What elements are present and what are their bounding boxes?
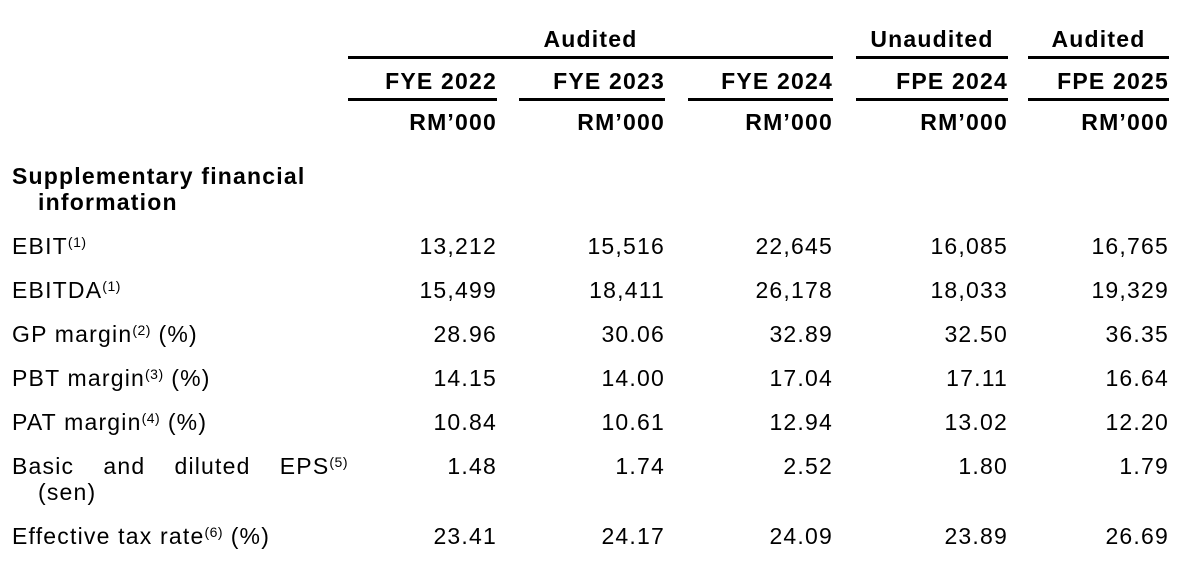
unit-header: RM’000 bbox=[409, 109, 497, 135]
cell-fye-2024: 12.94 bbox=[769, 409, 833, 435]
cell-fpe-2025: 16,765 bbox=[1091, 233, 1169, 259]
period-header-fpe-2024: FPE 2024 bbox=[856, 68, 1008, 101]
cell-fpe-2024: 16,085 bbox=[930, 233, 1008, 259]
row-label-text: GP margin bbox=[12, 321, 133, 347]
footnote-reference: (5) bbox=[329, 454, 348, 470]
row-label-suffix: (%) bbox=[160, 409, 208, 435]
cell-fpe-2024: 23.89 bbox=[944, 523, 1008, 549]
cell-fye-2023: 30.06 bbox=[601, 321, 665, 347]
table-row-ebitda: EBITDA(1) 15,499 18,411 26,178 18,033 19… bbox=[12, 277, 1198, 303]
cell-fye-2024: 32.89 bbox=[769, 321, 833, 347]
unit-header-row: RM’000 RM’000 RM’000 RM’000 RM’000 bbox=[12, 109, 1198, 135]
cell-fye-2022: 15,499 bbox=[419, 277, 497, 303]
row-label-text: PAT margin bbox=[12, 409, 142, 435]
table-row-effective-tax-rate: Effective tax rate(6) (%) 23.41 24.17 24… bbox=[12, 523, 1198, 549]
table-row-ebit: EBIT(1) 13,212 15,516 22,645 16,085 16,7… bbox=[12, 233, 1198, 259]
cell-fpe-2025: 12.20 bbox=[1105, 409, 1169, 435]
cell-fye-2023: 15,516 bbox=[587, 233, 665, 259]
unaudited-fpe-group-header: Unaudited bbox=[856, 26, 1008, 59]
footnote-reference: (6) bbox=[204, 524, 224, 540]
row-label: Effective tax rate(6) (%) bbox=[12, 523, 348, 549]
row-label-suffix: (%) bbox=[223, 523, 271, 549]
unit-header: RM’000 bbox=[577, 109, 665, 135]
cell-fpe-2024: 17.11 bbox=[946, 365, 1008, 391]
row-label-suffix: (%) bbox=[163, 365, 211, 391]
cell-fpe-2025: 16.64 bbox=[1105, 365, 1169, 391]
cell-fpe-2024: 13.02 bbox=[944, 409, 1008, 435]
period-header-fye-2024: FYE 2024 bbox=[688, 68, 833, 101]
row-label-suffix: (sen) bbox=[38, 479, 97, 505]
unit-header: RM’000 bbox=[745, 109, 833, 135]
cell-fpe-2025: 19,329 bbox=[1091, 277, 1169, 303]
cell-fye-2022: 1.48 bbox=[447, 453, 497, 479]
audited-fye-group-header: Audited bbox=[348, 26, 833, 59]
period-header-fye-2022: FYE 2022 bbox=[348, 68, 497, 101]
row-label-text: Effective tax rate bbox=[12, 523, 205, 549]
cell-fye-2023: 24.17 bbox=[601, 523, 665, 549]
cell-fye-2022: 23.41 bbox=[433, 523, 497, 549]
footnote-reference: (1) bbox=[67, 234, 87, 250]
section-title: Supplementary financial information bbox=[12, 163, 306, 215]
audited-fpe-group-header: Audited bbox=[1028, 26, 1169, 59]
cell-fye-2023: 18,411 bbox=[589, 277, 665, 303]
footnote-reference: (1) bbox=[102, 278, 121, 294]
cell-fpe-2024: 1.80 bbox=[958, 453, 1008, 479]
cell-fpe-2024: 18,033 bbox=[930, 277, 1008, 303]
cell-fpe-2025: 1.79 bbox=[1119, 453, 1169, 479]
footnote-reference: (2) bbox=[132, 322, 151, 338]
row-label: PBT margin(3) (%) bbox=[12, 365, 348, 391]
row-label: EBIT(1) bbox=[12, 233, 348, 259]
cell-fye-2023: 14.00 bbox=[601, 365, 665, 391]
period-header-fpe-2025: FPE 2025 bbox=[1028, 68, 1169, 101]
cell-fye-2022: 14.15 bbox=[433, 365, 497, 391]
row-label-text: Basic and diluted EPS bbox=[12, 453, 330, 479]
table-row-basic-diluted-eps: Basic and diluted EPS(5) (sen) 1.48 1.74… bbox=[12, 453, 1198, 505]
row-label: GP margin(2) (%) bbox=[12, 321, 348, 347]
cell-fye-2024: 17.04 bbox=[769, 365, 833, 391]
row-label-text: PBT margin bbox=[12, 365, 146, 391]
cell-fye-2023: 10.61 bbox=[601, 409, 665, 435]
audit-status-header-row: Audited Unaudited Audited bbox=[12, 26, 1198, 59]
row-label: EBITDA(1) bbox=[12, 277, 348, 303]
row-label-text: EBIT bbox=[12, 233, 68, 259]
row-label-text: EBITDA bbox=[12, 277, 103, 303]
footnote-reference: (4) bbox=[141, 410, 161, 426]
section-title-row: Supplementary financial information bbox=[12, 163, 1198, 215]
row-label-suffix: (%) bbox=[150, 321, 198, 347]
row-label: Basic and diluted EPS(5) (sen) bbox=[12, 453, 348, 505]
cell-fpe-2024: 32.50 bbox=[944, 321, 1008, 347]
cell-fpe-2025: 26.69 bbox=[1105, 523, 1169, 549]
period-header-row: FYE 2022 FYE 2023 FYE 2024 FPE 2024 FPE … bbox=[12, 68, 1198, 101]
cell-fye-2024: 26,178 bbox=[755, 277, 833, 303]
table-row-pbt-margin: PBT margin(3) (%) 14.15 14.00 17.04 17.1… bbox=[12, 365, 1198, 391]
cell-fye-2022: 28.96 bbox=[433, 321, 497, 347]
cell-fye-2024: 2.52 bbox=[783, 453, 833, 479]
cell-fye-2023: 1.74 bbox=[615, 453, 665, 479]
unit-header: RM’000 bbox=[1081, 109, 1169, 135]
table-row-pat-margin: PAT margin(4) (%) 10.84 10.61 12.94 13.0… bbox=[12, 409, 1198, 435]
footnote-reference: (3) bbox=[145, 366, 164, 382]
cell-fye-2024: 22,645 bbox=[755, 233, 833, 259]
unit-header: RM’000 bbox=[920, 109, 1008, 135]
table-row-gp-margin: GP margin(2) (%) 28.96 30.06 32.89 32.50… bbox=[12, 321, 1198, 347]
row-label: PAT margin(4) (%) bbox=[12, 409, 348, 435]
cell-fpe-2025: 36.35 bbox=[1105, 321, 1169, 347]
cell-fye-2022: 10.84 bbox=[433, 409, 497, 435]
period-header-fye-2023: FYE 2023 bbox=[519, 68, 665, 101]
cell-fye-2022: 13,212 bbox=[419, 233, 497, 259]
cell-fye-2024: 24.09 bbox=[769, 523, 833, 549]
